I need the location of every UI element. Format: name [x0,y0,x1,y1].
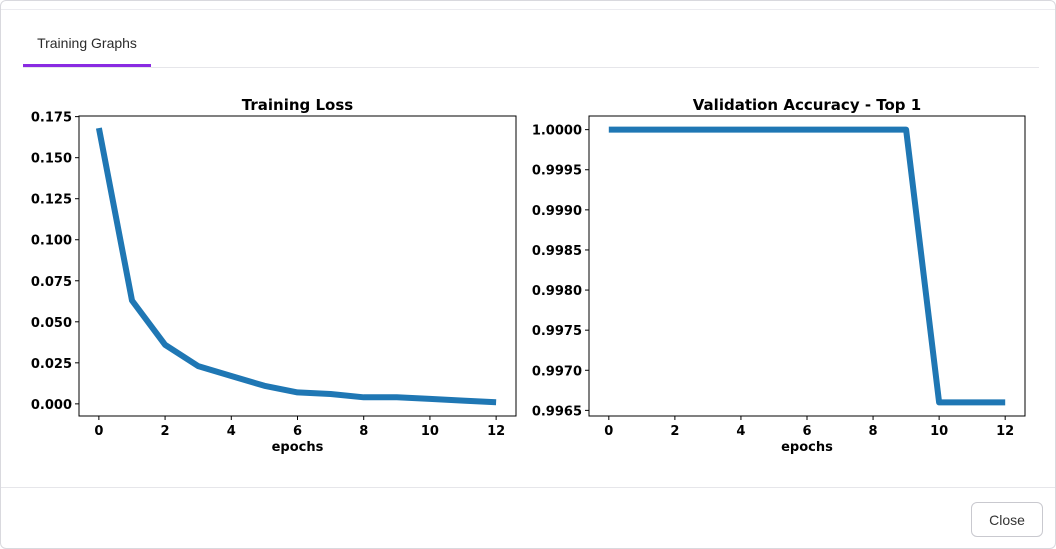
chart-1-y-tick-label: 0.9970 [532,364,582,379]
dialog-header-strip [1,1,1055,10]
chart-0-x-tick-label: 2 [161,424,170,439]
chart-1-y-tick-label: 1.0000 [532,124,582,139]
tab-bar: Training Graphs [23,27,1039,68]
chart-1-title: Validation Accuracy - Top 1 [693,96,921,114]
chart-0-x-tick-label: 10 [421,424,439,439]
tab-training-graphs[interactable]: Training Graphs [23,27,151,67]
chart-0-x-axis-label: epochs [272,440,324,455]
chart-1-plot-frame [588,115,1026,417]
chart-0-x-tick-label: 6 [293,424,302,439]
chart-1-x-tick-label: 6 [802,424,811,439]
chart-1-x-tick-label: 2 [670,424,679,439]
chart-0-x-tick-label: 8 [359,424,368,439]
chart-1-y-tick-label: 0.9980 [532,284,582,299]
chart-0-y-tick-label: 0.075 [31,275,72,290]
chart-0-y-tick-label: 0.100 [31,234,72,249]
chart-1-x-tick-label: 10 [930,424,948,439]
chart-0-title: Training Loss [242,96,353,114]
chart-0-y-tick-label: 0.125 [31,193,72,208]
chart-1-y-tick-label: 0.9990 [532,204,582,219]
chart-0-y-tick-label: 0.150 [31,152,72,167]
tab-panel-training-graphs: Training Loss 0 2 4 6 8 10 12 0.000 0.025 0.050 0.0… [1,87,1055,467]
chart-1-x-tick-label: 12 [996,424,1014,439]
chart-0-x-tick-label: 0 [94,424,103,439]
chart-0-y-tick-label: 0.175 [31,111,72,126]
chart-0-y-tick-label: 0.000 [31,398,72,413]
chart-0-x-tick-label: 12 [487,424,505,439]
chart-1-y-tick-label: 0.9995 [532,164,582,179]
chart-0-y-tick-label: 0.050 [31,316,72,331]
chart-1-y-tick-label: 0.9985 [532,244,582,259]
chart-0-x-tick-label: 4 [227,424,236,439]
chart-1-x-tick-label: 0 [604,424,613,439]
chart-1-x-tick-label: 4 [736,424,745,439]
training-charts: Training Loss 0 2 4 6 8 10 12 0.000 0.025 0.050 0.0… [31,96,1026,455]
chart-0-series-0-line [95,127,497,406]
dialog-footer: Close [1,487,1055,548]
chart-1-x-tick-label: 8 [869,424,878,439]
chart-1-series-0-line [608,126,1006,406]
close-button[interactable]: Close [971,502,1043,537]
chart-0-y-tick-label: 0.025 [31,357,72,372]
chart-0-plot-frame [78,115,517,417]
chart-1-y-tick-label: 0.9975 [532,324,582,339]
chart-1-y-tick-label: 0.9965 [532,404,582,419]
chart-1-x-axis-label: epochs [781,440,833,455]
